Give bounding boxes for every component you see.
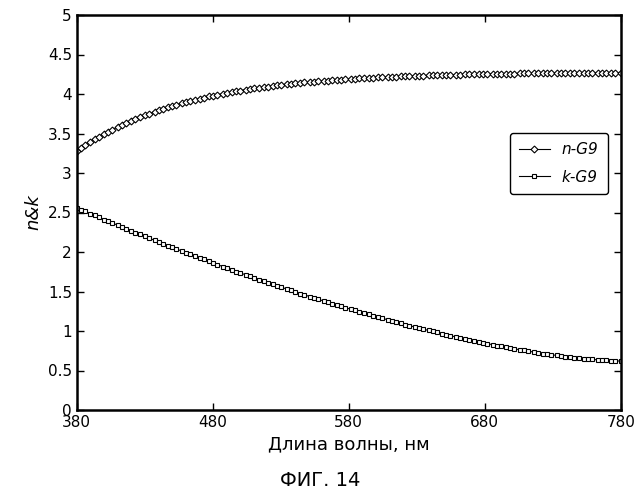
n-G9 (138, 113, 146, 119)
n-G9 (468, 72, 476, 78)
n-G9 (73, 148, 81, 154)
Text: ФИГ. 14: ФИГ. 14 (280, 470, 360, 490)
k-G9 (250, 275, 258, 281)
k-G9 (415, 325, 423, 331)
n-G9 (250, 86, 258, 91)
Line: n-G9: n-G9 (74, 70, 623, 154)
n-G9 (415, 72, 423, 78)
k-G9 (289, 288, 296, 294)
k-G9 (468, 338, 476, 344)
Y-axis label: n&k: n&k (24, 194, 42, 230)
n-G9 (617, 70, 625, 75)
Line: k-G9: k-G9 (74, 206, 623, 364)
n-G9 (466, 72, 474, 78)
k-G9 (617, 358, 625, 364)
k-G9 (466, 337, 474, 343)
n-G9 (289, 80, 296, 86)
Legend: n-G9, k-G9: n-G9, k-G9 (510, 133, 608, 194)
k-G9 (73, 205, 81, 211)
k-G9 (138, 232, 146, 238)
X-axis label: Длина волны, нм: Длина волны, нм (268, 436, 429, 454)
